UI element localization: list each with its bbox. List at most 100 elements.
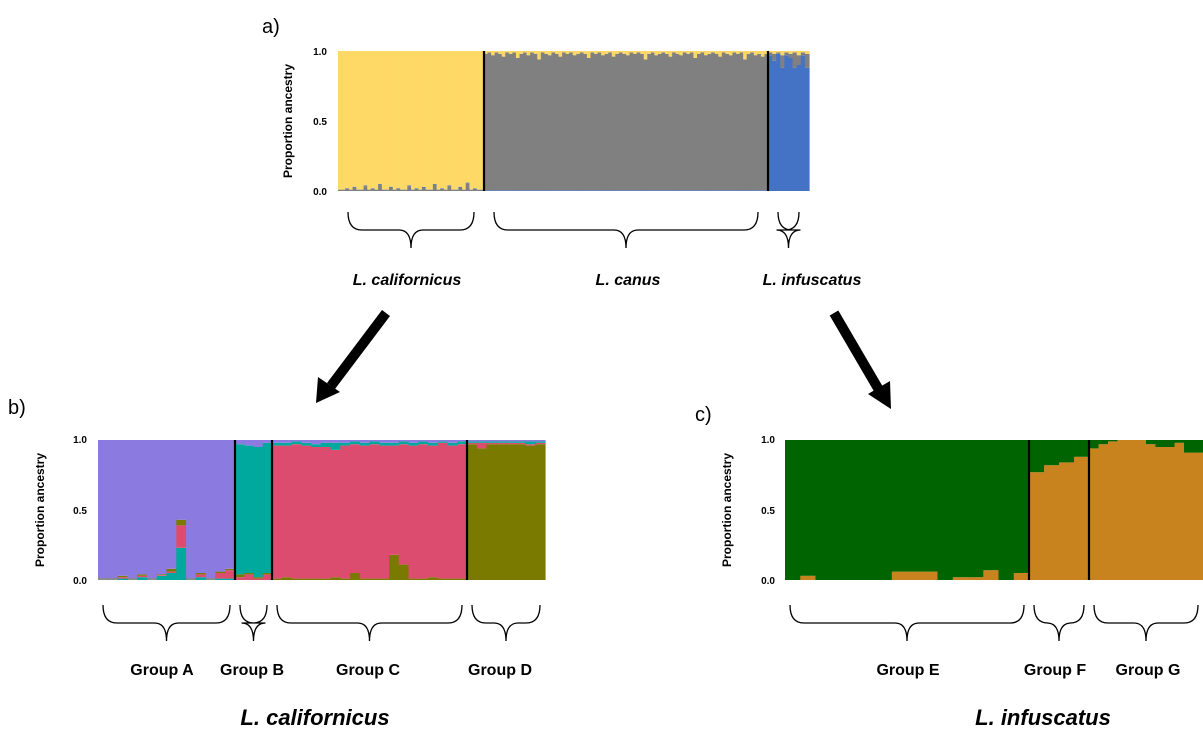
bar-segment-a-g1-i14-k2 xyxy=(533,190,538,191)
bar-segment-a-g2-i9-k0 xyxy=(804,51,810,54)
bar-segment-a-g2-i4-k1 xyxy=(784,52,790,56)
bar-segment-a-g1-i5-k2 xyxy=(501,190,506,191)
bar-segment-a-g1-i46-k1 xyxy=(647,53,652,191)
bar-segment-a-g2-i4-k0 xyxy=(784,51,790,53)
bar-segment-c-g1-i0-k0 xyxy=(1029,440,1045,473)
bar-segment-b-g3-i4-k2 xyxy=(506,442,517,445)
bar-segment-b-g1-i1-k2 xyxy=(244,574,255,580)
bar-segment-a-g0-i28-k0 xyxy=(440,51,445,189)
bar-segment-a-g1-i46-k0 xyxy=(647,51,652,54)
bar-segment-a-g0-i37-k2 xyxy=(473,188,478,189)
bar-segment-a-g0-i2-k2 xyxy=(345,188,350,189)
group-label-a-2: L. infuscatus xyxy=(763,272,862,289)
y-tick-1-b: 1.0 xyxy=(73,435,87,446)
bar-segment-a-g1-i41-k1 xyxy=(629,52,634,191)
bar-segment-b-g0-i2-k0 xyxy=(117,440,128,576)
bar-segment-a-g1-i4-k2 xyxy=(498,190,503,191)
bar-segment-a-g1-i60-k0 xyxy=(697,51,702,54)
bar-segment-a-g1-i11-k2 xyxy=(523,190,528,191)
bar-segment-b-g2-i7-k2 xyxy=(340,445,351,579)
bar-segment-b-g2-i11-k2 xyxy=(379,445,390,579)
bar-segment-c-g0-i13-k0 xyxy=(983,440,1000,571)
bar-segment-b-g3-i3-k0 xyxy=(496,440,507,442)
bar-segment-a-g0-i36-k1 xyxy=(469,189,474,191)
bar-segment-b-g3-i3-k2 xyxy=(496,442,507,445)
separators-b xyxy=(233,440,469,580)
bar-segment-a-g1-i56-k2 xyxy=(682,190,687,191)
bar-segment-a-g1-i4-k0 xyxy=(498,51,503,54)
bar-segment-c-g2-i4-k1 xyxy=(1127,440,1138,580)
bar-segment-c-g2-i2-k0 xyxy=(1108,440,1119,442)
bar-segment-b-g2-i16-k0 xyxy=(428,440,439,443)
bar-segment-a-g2-i7-k1 xyxy=(796,55,802,65)
bar-segment-a-g1-i17-k2 xyxy=(544,190,549,191)
bars-c xyxy=(785,440,1203,580)
bar-segment-b-g0-i5-k3 xyxy=(146,578,158,580)
bar-segment-a-g0-i16-k0 xyxy=(396,51,401,189)
bar-segment-a-g0-i17-k1 xyxy=(400,189,405,191)
bar-segment-b-g0-i12-k0 xyxy=(215,440,226,572)
bar-segment-a-g1-i30-k2 xyxy=(590,190,595,191)
bar-segment-a-g1-i78-k1 xyxy=(760,56,766,191)
bar-segment-b-g2-i19-k0 xyxy=(457,440,468,442)
bar-segment-a-g1-i61-k0 xyxy=(700,51,705,53)
bar-segment-a-g1-i36-k1 xyxy=(611,56,616,191)
bar-segment-b-g2-i0-k0 xyxy=(272,440,283,443)
bar-segment-b-g2-i1-k3 xyxy=(281,577,293,580)
bar-segment-c-g0-i1-k0 xyxy=(800,440,817,576)
bars-b xyxy=(98,440,546,580)
bar-segment-a-g1-i26-k1 xyxy=(576,53,581,191)
bar-segment-b-g1-i1-k0 xyxy=(244,440,255,446)
bar-segment-b-g1-i1-k3 xyxy=(244,573,255,575)
bar-segment-a-g1-i77-k1 xyxy=(757,53,762,191)
brace-b-1 xyxy=(239,604,268,642)
bar-segment-a-g1-i23-k0 xyxy=(565,51,570,54)
bar-segment-a-g1-i49-k1 xyxy=(657,53,663,191)
bar-segment-c-g0-i15-k1 xyxy=(1013,573,1030,580)
bar-segment-a-g1-i71-k1 xyxy=(736,53,741,191)
bar-segment-a-g1-i42-k1 xyxy=(633,53,638,191)
bar-segment-b-g0-i4-k1 xyxy=(137,577,148,580)
bar-segment-a-g1-i67-k2 xyxy=(721,190,726,191)
bar-segment-a-g1-i10-k1 xyxy=(519,53,524,191)
bar-segment-a-g0-i9-k0 xyxy=(370,51,376,189)
bar-segment-a-g1-i79-k2 xyxy=(764,190,769,191)
bar-segment-a-g1-i36-k0 xyxy=(611,51,616,57)
bar-segment-a-g1-i39-k1 xyxy=(622,53,627,191)
bar-segment-b-g2-i6-k2 xyxy=(330,449,341,578)
bar-segment-a-g1-i43-k2 xyxy=(636,190,641,191)
bar-segment-b-g2-i13-k1 xyxy=(398,441,410,445)
bar-segment-a-g1-i41-k0 xyxy=(629,51,634,53)
bar-segment-a-g1-i0-k2 xyxy=(484,190,489,191)
bar-segment-a-g1-i48-k2 xyxy=(654,190,659,191)
bar-segment-a-g1-i38-k2 xyxy=(618,190,624,191)
bar-segment-a-g1-i57-k2 xyxy=(686,190,691,191)
bar-segment-a-g1-i0-k0 xyxy=(484,51,489,54)
bar-segment-a-g0-i7-k1 xyxy=(363,186,368,191)
bar-segment-a-g1-i1-k0 xyxy=(487,51,492,53)
bar-segment-a-g1-i15-k2 xyxy=(537,190,542,191)
bar-segment-a-g1-i74-k1 xyxy=(746,53,751,191)
bar-segment-a-g1-i3-k1 xyxy=(494,52,499,191)
y-tick-0-b: 0.0 xyxy=(73,576,87,587)
bar-segment-b-g2-i9-k3 xyxy=(359,578,371,580)
bar-segment-a-g1-i57-k1 xyxy=(686,53,691,191)
bar-segment-a-g1-i52-k1 xyxy=(668,56,673,191)
bar-segment-a-g1-i52-k2 xyxy=(668,190,673,191)
bar-segment-b-g2-i4-k0 xyxy=(311,440,322,445)
bar-segment-b-g2-i10-k1 xyxy=(369,441,380,445)
bar-segment-c-g2-i8-k0 xyxy=(1165,440,1176,447)
bar-segment-c-g1-i1-k1 xyxy=(1044,465,1060,580)
bar-segment-a-g1-i10-k2 xyxy=(519,190,524,191)
bar-segment-b-g2-i16-k3 xyxy=(428,577,439,580)
bar-segment-b-g2-i5-k0 xyxy=(320,440,332,443)
bar-segment-a-g1-i49-k2 xyxy=(657,190,663,191)
bar-segment-b-g2-i18-k3 xyxy=(447,578,458,580)
bar-segment-b-g0-i6-k2 xyxy=(156,575,168,576)
bar-segment-c-g1-i3-k1 xyxy=(1074,456,1090,580)
panel-b: b) Proportion ancestry 0.0 0.5 1.0 Group… xyxy=(8,397,546,730)
group-label-c-1: Group F xyxy=(1024,662,1086,679)
bar-segment-a-g1-i38-k0 xyxy=(618,51,624,53)
bar-segment-b-g0-i8-k0 xyxy=(176,440,187,520)
bar-segment-a-g0-i23-k2 xyxy=(421,186,427,188)
